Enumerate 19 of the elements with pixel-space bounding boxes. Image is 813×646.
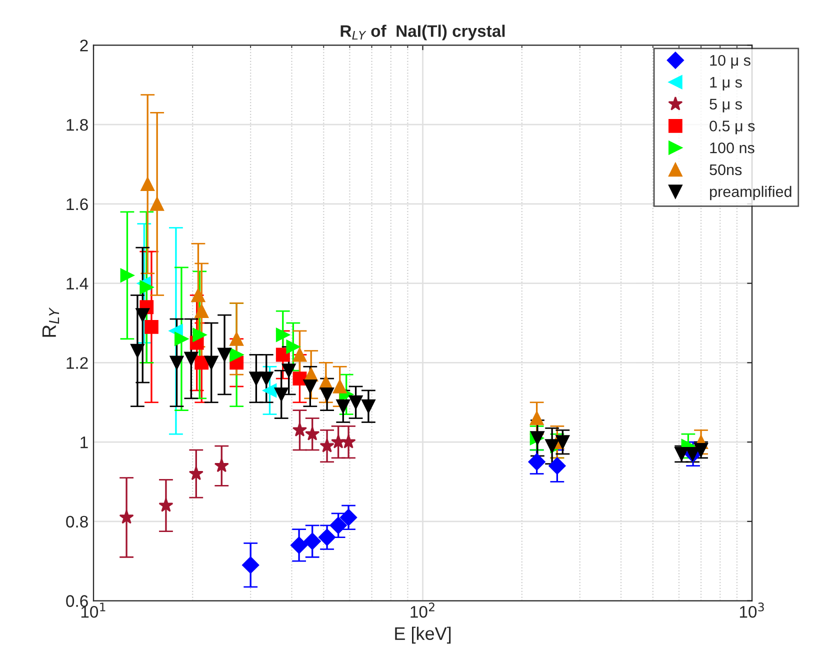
legend-label: 1 μ s [710, 77, 742, 90]
y-tick-label: 1.6 [66, 198, 88, 210]
y-tick-label: 1.2 [66, 357, 88, 369]
chart-title: R$_{LY}$ of NaI(Tl) crystal [340, 24, 505, 40]
x-tick-label: 10$^{2}$ [410, 602, 434, 618]
y-tick-label: 0.8 [66, 516, 88, 528]
y-tick-label: 1 [80, 436, 88, 448]
legend-label: 100 ns [710, 142, 754, 154]
y-axis-title: R$_{LY}$ [42, 307, 60, 337]
x-tick-label: 10$^{3}$ [740, 602, 764, 618]
legend-label: 0.5 μ s [710, 120, 755, 134]
y-tick-label: 2 [80, 40, 88, 52]
legend-label: 10 μ s [710, 54, 750, 69]
y-tick-label: 1.4 [66, 278, 88, 290]
legend-label: preamplified [710, 186, 792, 200]
legend-label: 50ns [710, 164, 742, 176]
legend-label: 5 μ s [710, 98, 742, 112]
y-tick-label: 1.8 [66, 118, 88, 131]
x-axis-title: E [keV] [395, 626, 451, 644]
